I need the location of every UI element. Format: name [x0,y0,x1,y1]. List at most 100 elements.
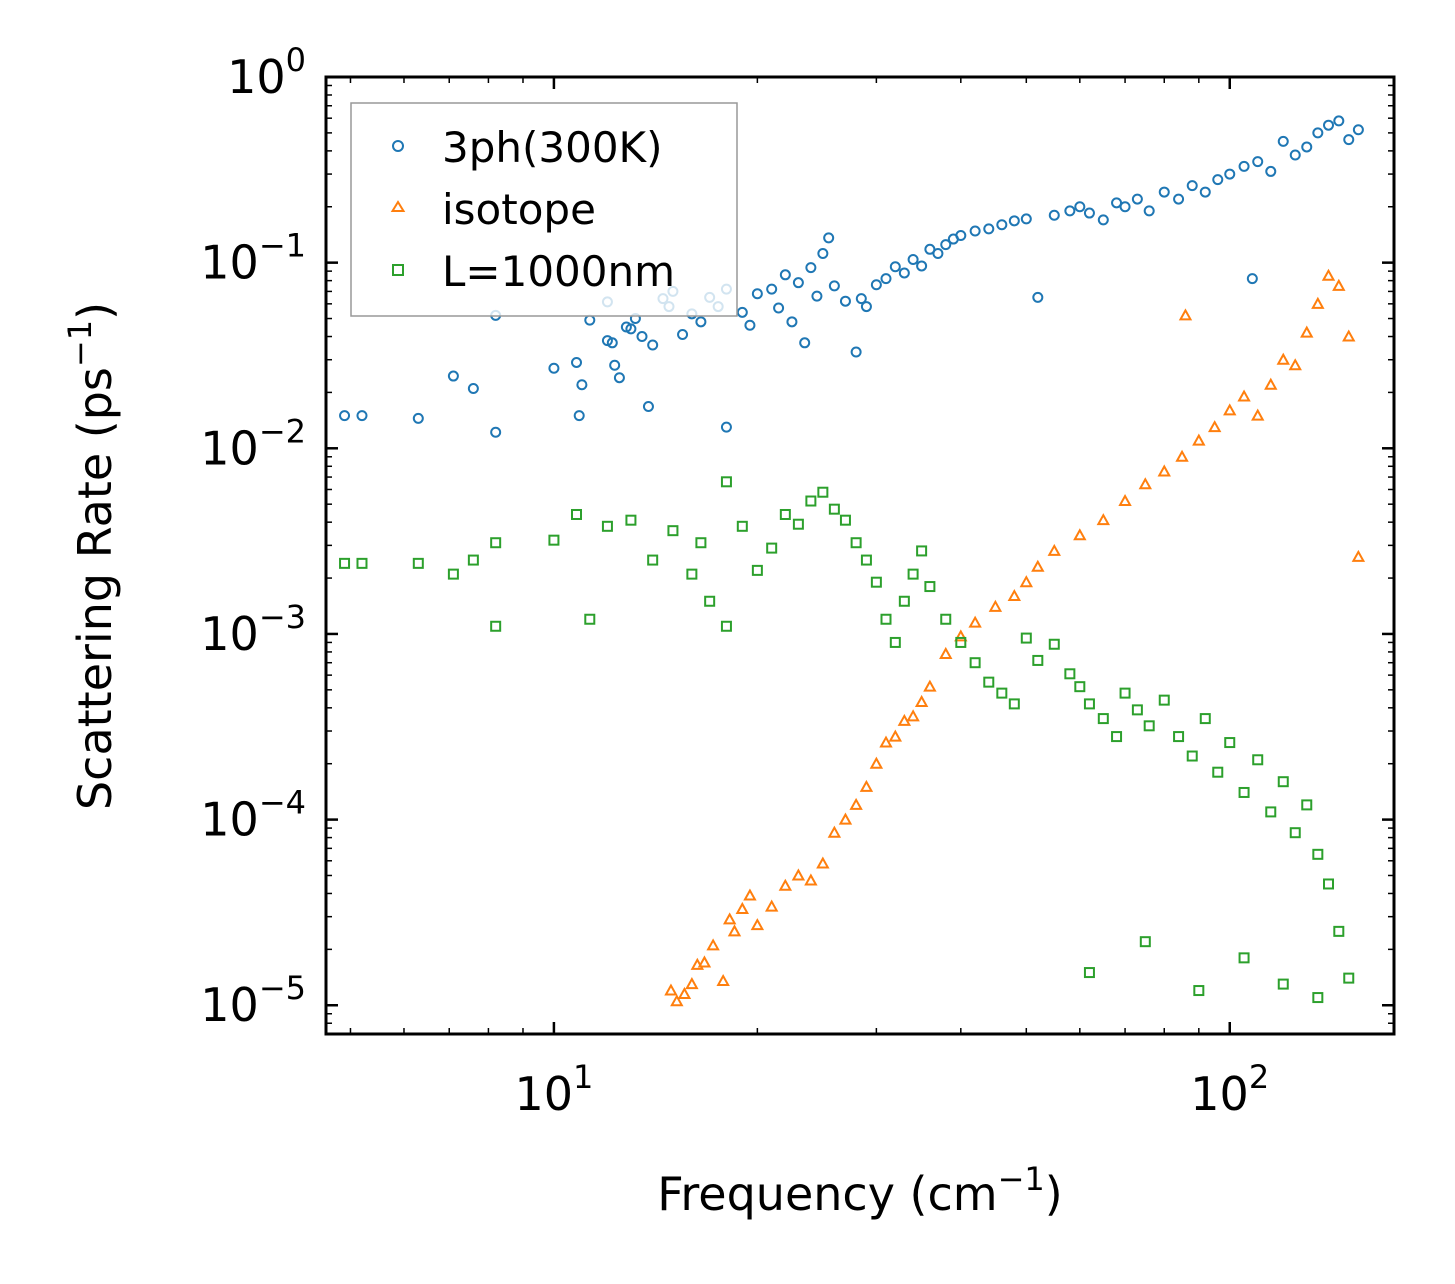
data-point [1223,403,1237,416]
data-point [1301,141,1313,153]
data-point [838,812,853,825]
data-point [1158,694,1170,706]
data-point [686,568,698,580]
data-point [1212,766,1224,778]
data-point [1064,205,1076,217]
data-point [695,537,707,549]
data-point [1131,193,1143,205]
data-point [447,370,459,382]
data-point [954,629,968,642]
data-point [1178,308,1193,321]
data-point [996,687,1008,699]
data-point [1264,377,1278,390]
data-point [1073,528,1087,541]
y-tick-label: 100 [227,41,306,104]
data-point [859,779,874,792]
data-point [889,261,901,273]
data-point [1032,291,1044,303]
data-point [606,337,618,349]
data-point [584,613,596,625]
legend-label-boundary: L=1000nm [442,247,675,296]
data-point [1199,713,1211,725]
y-tick-label: 10−3 [200,598,306,661]
data-point [1131,704,1143,716]
data-point [744,319,756,331]
data-point [490,620,502,632]
data-point [792,277,804,289]
data-point [1343,134,1355,146]
data-point [907,253,919,265]
data-point [716,973,730,987]
data-point [1111,731,1123,743]
data-point [811,290,823,302]
data-point [601,520,613,532]
x-axis-label: Frequency (cm−1) [657,1160,1062,1221]
legend-label-3ph: 3ph(300K) [442,123,662,172]
data-point [339,557,351,569]
data-point [548,362,560,374]
data-point [1173,193,1185,205]
data-point [968,615,982,628]
data-point [870,576,882,588]
data-point [1312,848,1324,860]
data-point [1321,268,1336,281]
data-point [1074,681,1086,693]
data-point [1047,543,1061,556]
data-point [764,899,779,912]
series-2 [339,476,1355,1004]
y-axis-label: Scattering Rate (ps−1) [61,302,122,810]
data-point [625,514,637,526]
data-point [1083,207,1095,219]
series-1 [664,268,1366,1007]
data-point [1333,115,1345,127]
data-point [1143,720,1155,732]
data-point [799,337,811,349]
data-point [1020,632,1032,644]
data-point [786,316,798,328]
data-point [1265,165,1277,177]
data-point [642,400,654,412]
data-point [695,316,707,328]
data-point [720,476,732,488]
data-point [1323,119,1335,131]
legend-box [350,102,738,317]
data-point [1343,972,1355,984]
data-point [869,756,884,769]
data-point [996,219,1008,231]
data-point [1083,967,1095,979]
data-point [816,856,830,869]
data-point [1246,273,1258,285]
data-point [879,735,893,748]
data-point [677,986,692,999]
data-point [955,230,967,242]
data-point [1265,806,1277,818]
data-point [817,248,829,260]
data-point [907,568,919,580]
data-point [1096,513,1111,526]
data-point [613,372,625,384]
data-point [1351,549,1366,562]
data-point [548,534,560,546]
y-tick-label: 10−2 [200,412,306,475]
data-point [779,508,791,520]
data-point [736,306,748,318]
data-point [924,581,936,593]
data-point [1008,698,1020,710]
data-point [828,280,840,292]
data-point [1276,352,1290,365]
data-point [1342,329,1356,342]
data-point [1111,197,1123,209]
data-point [791,868,806,881]
data-point [1143,205,1155,217]
data-point [1333,925,1345,937]
data-point [849,797,863,810]
data-point [467,554,479,566]
data-point [706,938,720,951]
data-point [1277,135,1289,147]
y-tick-labels: 100 10−1 10−2 10−3 10−4 10−5 [200,41,306,1032]
data-point [677,329,689,341]
data-point [779,269,791,281]
data-point [727,924,742,937]
data-point [1224,168,1236,180]
data-point [888,729,903,742]
